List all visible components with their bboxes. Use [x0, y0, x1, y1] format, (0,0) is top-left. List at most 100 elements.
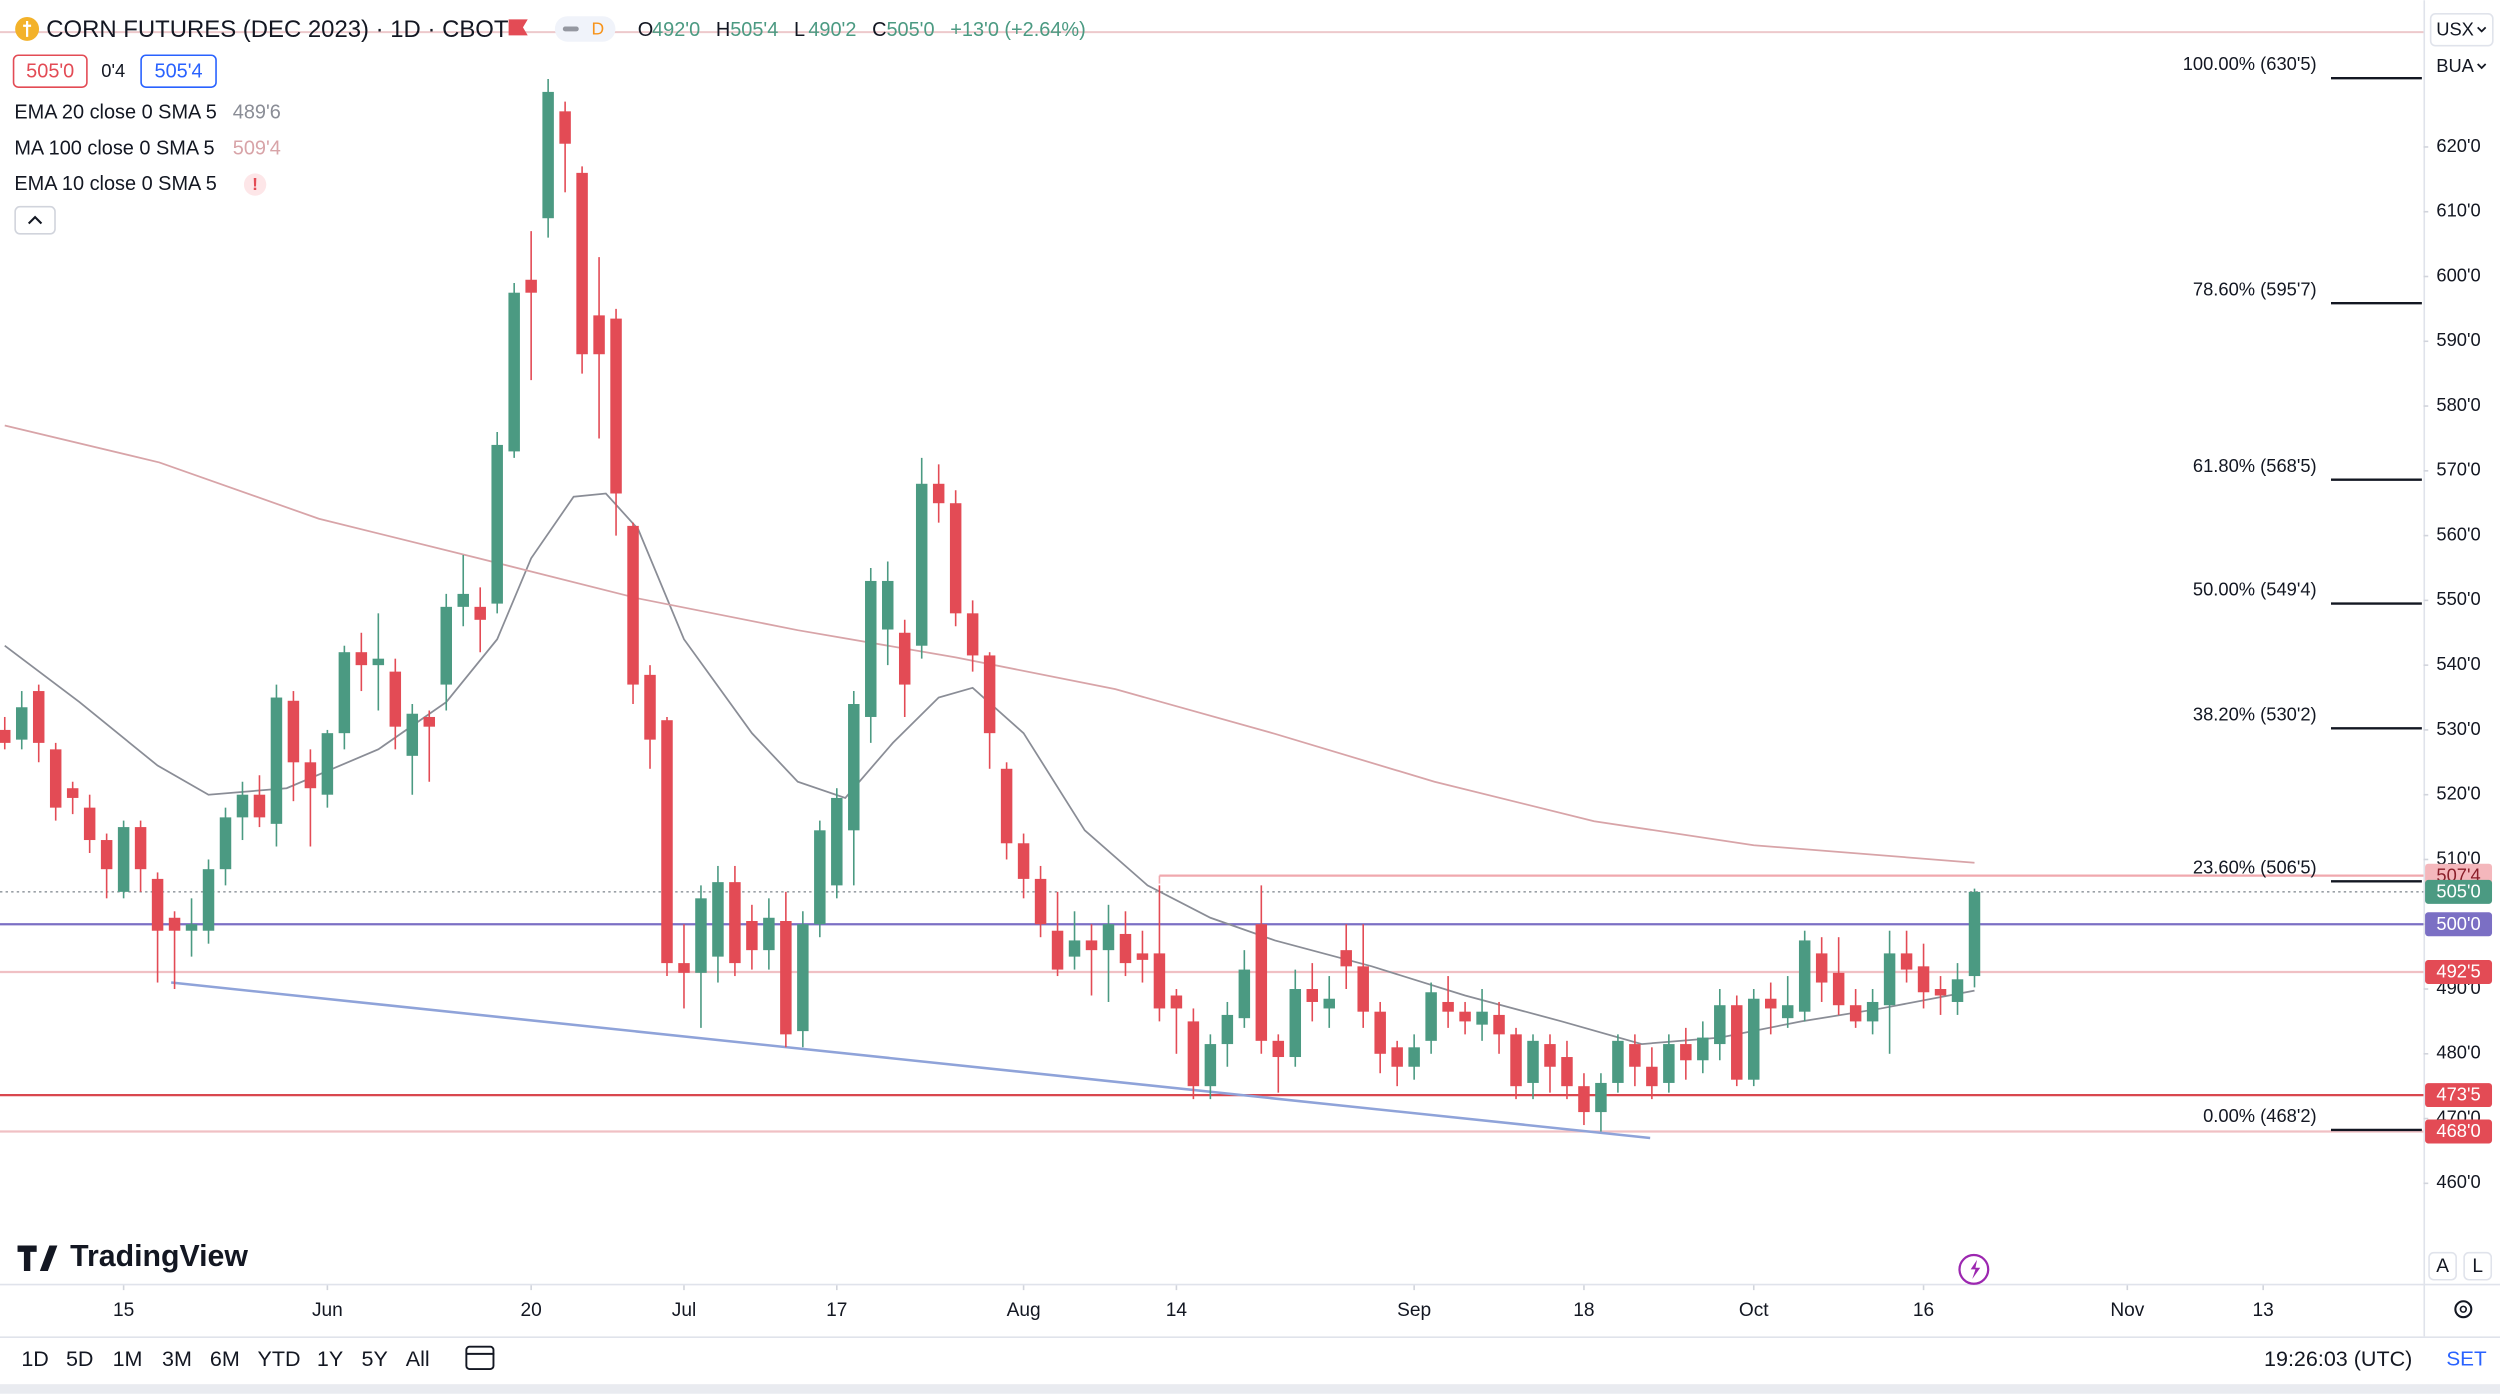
candle-body [898, 632, 911, 685]
candle-body [508, 292, 520, 452]
bid: 505'0 [26, 60, 74, 82]
collapse-button[interactable] [14, 205, 56, 235]
price-tag-label: 500'0 [2436, 913, 2480, 934]
fib-label: 50.00% (549'4) [2193, 579, 2317, 600]
candle-body [1849, 1005, 1862, 1022]
indicator-line [4, 492, 1975, 1045]
candle-body [678, 963, 690, 973]
x-tick-label: 20 [521, 1300, 542, 1321]
candle-body [423, 716, 436, 727]
candle-body [1900, 953, 1913, 970]
time-axis: 15 Jun 20 Jul 17 Aug 14 Sep 18 Oct 16 Nov 13 [113, 1285, 2274, 1321]
range-button[interactable]: 3M [162, 1347, 192, 1371]
range-button[interactable]: 5D [66, 1347, 94, 1371]
brand: TradingView [70, 1240, 248, 1273]
candle-body [117, 827, 130, 892]
range-button[interactable]: 1D [21, 1347, 49, 1371]
clock: 19:26:03 (UTC) [2264, 1347, 2412, 1371]
x-tick-label: Nov [2110, 1300, 2144, 1321]
y-tick-label: 570'0 [2436, 459, 2480, 480]
y-tick-label: 550'0 [2436, 588, 2480, 609]
candle-body [1170, 995, 1183, 1009]
candle-body [1119, 933, 1132, 964]
spread: 0'4 [101, 60, 125, 81]
bid-box[interactable] [12, 54, 88, 88]
candle-body [814, 830, 826, 925]
y-tick-label: 560'0 [2436, 523, 2480, 544]
candle-body [966, 613, 979, 656]
candle-body [1459, 1011, 1471, 1022]
candle-body [1917, 966, 1930, 993]
settings-gear[interactable] [2454, 1300, 2473, 1319]
candle-body [1697, 1037, 1709, 1061]
candle-body [1883, 953, 1896, 1006]
currency-button[interactable] [2429, 13, 2494, 47]
range-toolbar: 1D 5D 1M 3M 6M YTD 1Y 5Y All [21, 1347, 429, 1371]
chart-title: CORN FUTURES (DEC 2023) · 1D · CBOT [46, 16, 509, 43]
range-button[interactable]: 5Y [362, 1347, 388, 1371]
y-tick-label: 590'0 [2436, 329, 2480, 350]
range-button[interactable]: All [406, 1347, 430, 1371]
event-icon[interactable] [1958, 1253, 1990, 1285]
candle-body [576, 172, 588, 355]
candle-body [15, 707, 28, 740]
candle-body [219, 817, 232, 870]
scale-button[interactable] [2428, 1251, 2457, 1281]
price-source[interactable]: BUA [2436, 55, 2474, 76]
candle-body [865, 580, 877, 717]
indicator-name: EMA 20 close 0 SMA 5 [14, 102, 216, 124]
ohlc-value: 505'4 [730, 19, 778, 41]
fib-label: 0.00% (468'2) [2203, 1105, 2317, 1126]
candle-body [882, 580, 894, 630]
brand-logo [17, 1245, 58, 1271]
y-tick-label: 540'0 [2436, 653, 2480, 674]
fib-label: 38.20% (530'2) [2193, 703, 2317, 724]
price-tag [2425, 960, 2493, 984]
range-button[interactable]: YTD [257, 1347, 300, 1371]
range-button[interactable]: 6M [210, 1347, 240, 1371]
range-button[interactable]: 1M [113, 1347, 143, 1371]
collapse-chevron [27, 215, 43, 225]
candle-body [1866, 1001, 1879, 1022]
flag-icon[interactable] [508, 19, 528, 36]
candle-body [661, 720, 673, 964]
candle-body [1374, 1011, 1386, 1054]
status-pill [554, 16, 616, 42]
ask-box[interactable] [140, 54, 217, 88]
y-tick-label: 620'0 [2436, 135, 2480, 156]
indicator-value: 509'4 [233, 137, 281, 159]
range-button[interactable]: 1Y [317, 1347, 343, 1371]
date-range-icon[interactable] [465, 1345, 495, 1370]
candle-body [1306, 989, 1318, 1002]
bottom-strip [0, 1384, 2500, 1394]
indicator-legend: EMA 20 close 0 SMA 5 489'6 MA 100 close 0 … [14, 102, 281, 196]
candle-body [440, 606, 452, 685]
x-tick-label: 13 [2253, 1300, 2274, 1321]
candle-body [983, 655, 996, 734]
scale-button[interactable] [2463, 1251, 2493, 1281]
price-axis: 460'0470'0480'0490'0500'0510'0520'0530'0… [2423, 135, 2493, 1192]
ohlc-value: 490'2 [808, 19, 856, 41]
price-tag-label: 492'5 [2436, 961, 2480, 982]
y-tick-label: 600'0 [2436, 264, 2480, 285]
candle-body [32, 691, 45, 743]
price-tag-label: 468'0 [2436, 1120, 2480, 1141]
candle-body [1221, 1014, 1234, 1045]
x-tick-label: 16 [1913, 1300, 1934, 1321]
candle-body [1476, 1011, 1488, 1025]
candle-body [474, 606, 486, 620]
ohlc-key: H [716, 19, 730, 41]
ohlc-key: L [794, 19, 805, 41]
candle-body [932, 483, 945, 504]
candle-body [202, 869, 215, 931]
candle-body [712, 882, 724, 957]
candle-body [1102, 924, 1115, 951]
candle-body [457, 593, 469, 607]
candle-body [559, 111, 571, 144]
candle-body [1238, 969, 1251, 1019]
candle-body [797, 924, 809, 1032]
candle-body [185, 924, 198, 931]
candle-body [49, 749, 62, 808]
settings-link[interactable]: SET [2446, 1348, 2487, 1371]
